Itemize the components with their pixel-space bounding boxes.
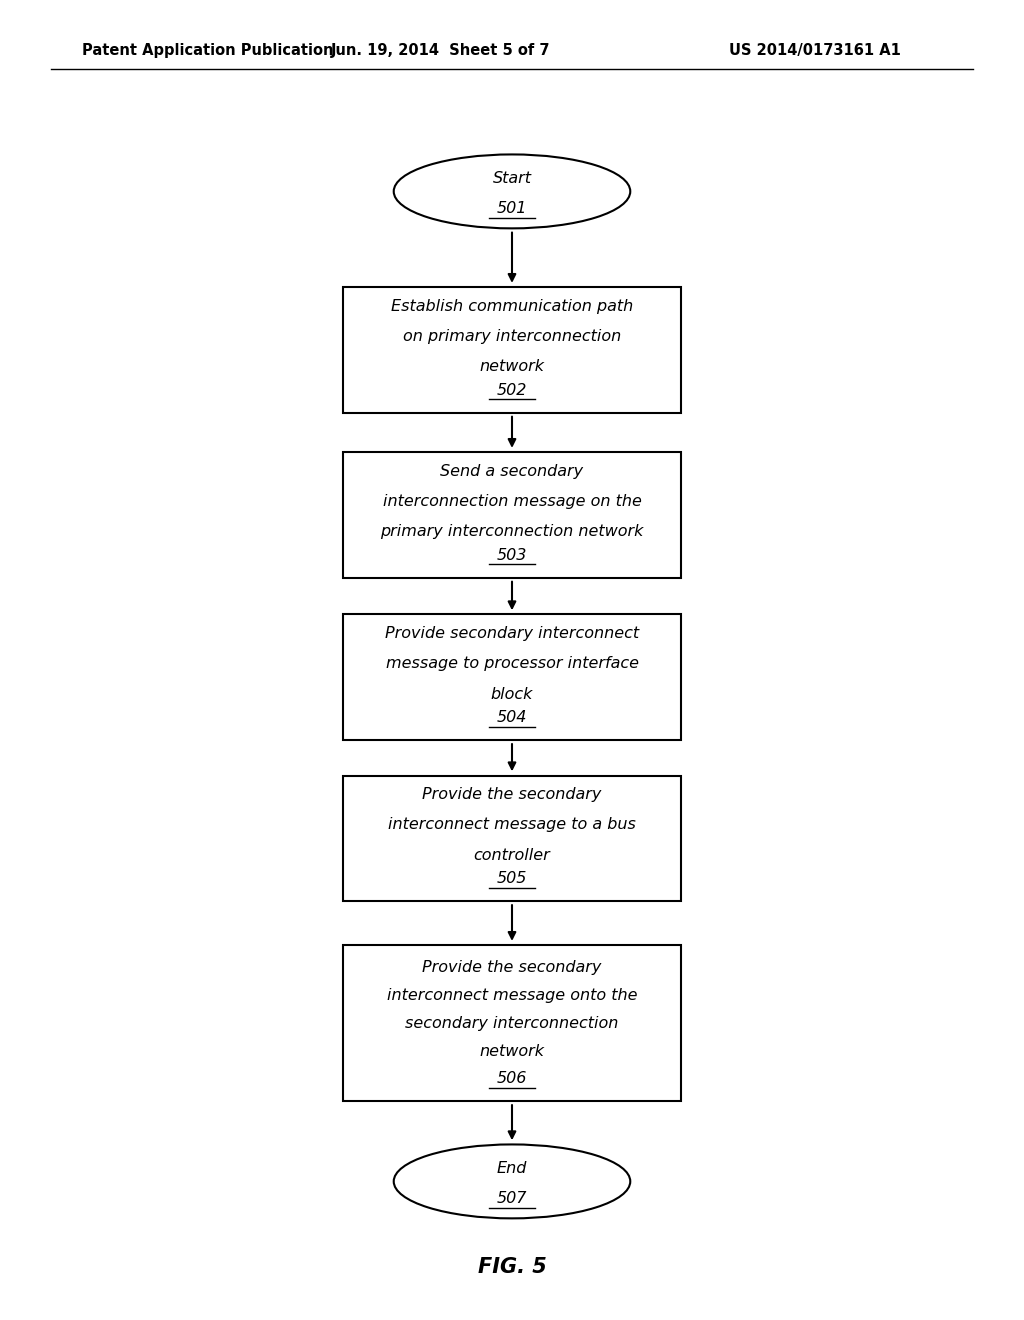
Text: interconnect message onto the: interconnect message onto the: [387, 989, 637, 1003]
FancyBboxPatch shape: [343, 776, 681, 900]
Text: Provide the secondary: Provide the secondary: [422, 788, 602, 803]
Text: 502: 502: [497, 383, 527, 397]
Text: US 2014/0173161 A1: US 2014/0173161 A1: [729, 42, 901, 58]
Text: interconnect message to a bus: interconnect message to a bus: [388, 817, 636, 833]
Text: Jun. 19, 2014  Sheet 5 of 7: Jun. 19, 2014 Sheet 5 of 7: [331, 42, 550, 58]
Text: Start: Start: [493, 170, 531, 186]
FancyBboxPatch shape: [343, 288, 681, 412]
Text: Patent Application Publication: Patent Application Publication: [82, 42, 334, 58]
Text: secondary interconnection: secondary interconnection: [406, 1016, 618, 1031]
Text: on primary interconnection: on primary interconnection: [402, 329, 622, 345]
Text: FIG. 5: FIG. 5: [477, 1257, 547, 1278]
Text: block: block: [490, 686, 534, 701]
Ellipse shape: [393, 1144, 630, 1218]
Text: controller: controller: [474, 847, 550, 862]
FancyBboxPatch shape: [343, 945, 681, 1101]
Text: Provide the secondary: Provide the secondary: [422, 960, 602, 975]
Text: 507: 507: [497, 1191, 527, 1206]
Text: 505: 505: [497, 871, 527, 886]
Text: End: End: [497, 1160, 527, 1176]
Text: interconnection message on the: interconnection message on the: [383, 494, 641, 510]
Text: network: network: [479, 1044, 545, 1060]
Text: Provide secondary interconnect: Provide secondary interconnect: [385, 627, 639, 642]
Ellipse shape: [393, 154, 630, 228]
Text: 506: 506: [497, 1071, 527, 1086]
FancyBboxPatch shape: [343, 451, 681, 578]
Text: 504: 504: [497, 710, 527, 725]
Text: message to processor interface: message to processor interface: [385, 656, 639, 672]
Text: network: network: [479, 359, 545, 374]
Text: primary interconnection network: primary interconnection network: [380, 524, 644, 539]
Text: Send a secondary: Send a secondary: [440, 465, 584, 479]
Text: Establish communication path: Establish communication path: [391, 300, 633, 314]
Text: 503: 503: [497, 548, 527, 562]
FancyBboxPatch shape: [343, 615, 681, 739]
Text: 501: 501: [497, 201, 527, 216]
